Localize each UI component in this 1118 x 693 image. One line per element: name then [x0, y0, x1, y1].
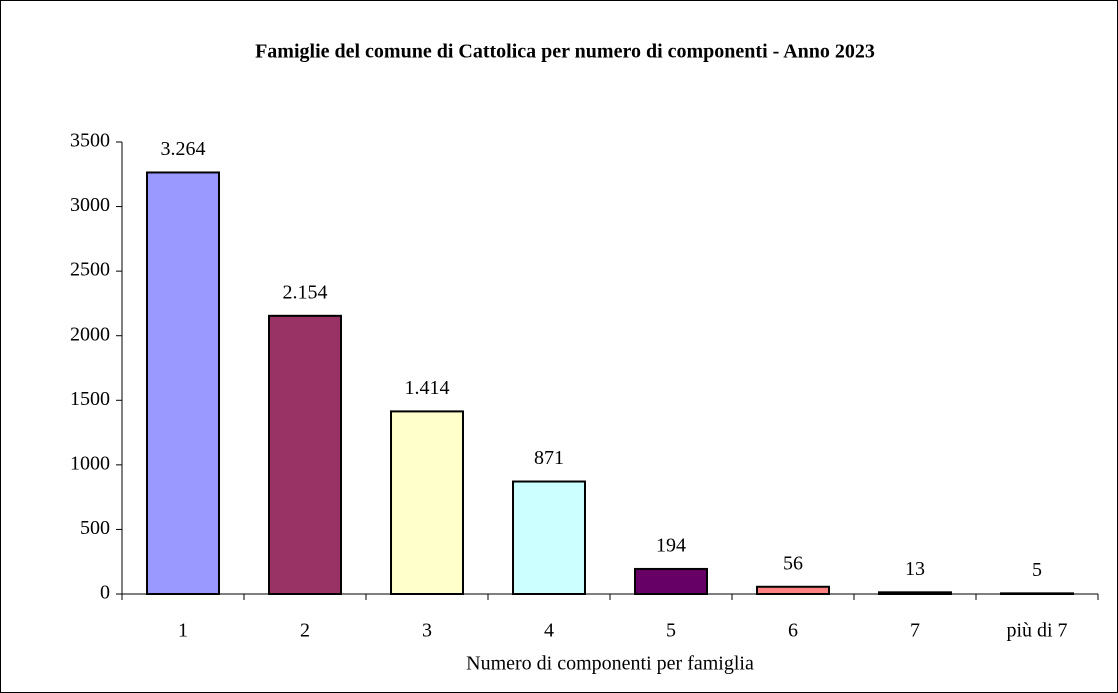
- bar: [268, 314, 342, 595]
- x-tick-label: 7: [910, 620, 920, 642]
- value-label: 56: [783, 552, 803, 574]
- x-tick-label: 1: [178, 620, 188, 642]
- bar: [390, 410, 464, 595]
- value-label: 871: [534, 447, 564, 469]
- value-label: 3.264: [161, 138, 206, 160]
- x-tick-label: 4: [544, 620, 554, 642]
- bar: [146, 171, 220, 595]
- bar: [1000, 592, 1074, 596]
- y-tick-label: 0: [100, 582, 110, 604]
- x-tick-label: 2: [300, 620, 310, 642]
- value-label: 1.414: [405, 377, 450, 399]
- y-tick-label: 500: [80, 517, 110, 539]
- value-label: 5: [1032, 559, 1042, 581]
- y-tick-label: 3000: [70, 194, 110, 216]
- bar: [878, 591, 952, 596]
- chart-title: Famiglie del comune di Cattolica per num…: [255, 41, 875, 63]
- value-label: 2.154: [283, 281, 328, 303]
- bar: [512, 480, 586, 595]
- y-tick-label: 2000: [70, 323, 110, 345]
- x-tick-label: 3: [422, 620, 432, 642]
- x-tick-label: 5: [666, 620, 676, 642]
- value-label: 194: [656, 535, 686, 557]
- x-tick-label: più di 7: [1006, 620, 1067, 642]
- x-axis-label: Numero di componenti per famiglia: [466, 653, 754, 675]
- y-tick-label: 2500: [70, 259, 110, 281]
- y-tick-label: 1000: [70, 452, 110, 474]
- y-tick-label: 3500: [70, 130, 110, 152]
- bar: [634, 567, 708, 596]
- x-tick-label: 6: [788, 620, 798, 642]
- value-label: 13: [905, 558, 925, 580]
- y-tick-label: 1500: [70, 388, 110, 410]
- bar: [756, 585, 830, 596]
